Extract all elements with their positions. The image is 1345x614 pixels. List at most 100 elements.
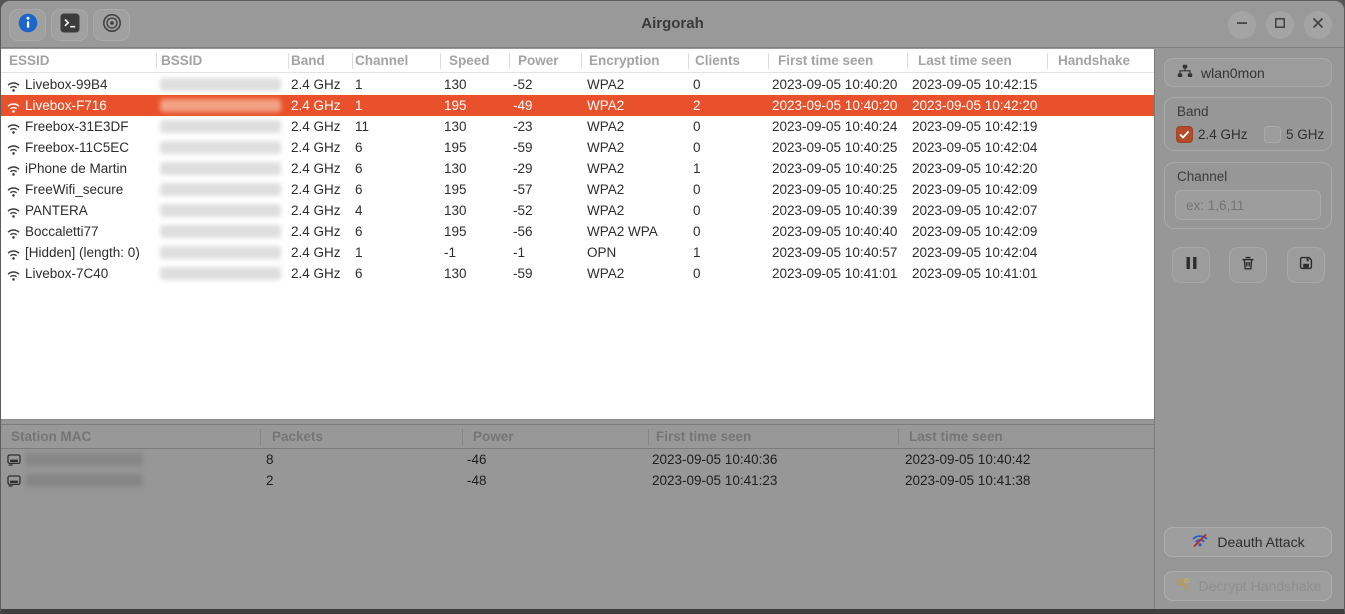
- cell-first-seen: 2023-09-05 10:40:40: [772, 224, 898, 239]
- cell-bssid-redacted: [160, 183, 281, 196]
- cell-power: -56: [513, 224, 533, 239]
- pause-scan-button[interactable]: [1172, 247, 1210, 283]
- interface-selector[interactable]: wlan0mon: [1164, 58, 1332, 87]
- maximize-button[interactable]: [1266, 11, 1294, 39]
- column-separator: [156, 53, 157, 69]
- column-header[interactable]: First time seen: [778, 53, 874, 68]
- wifi-icon: [7, 205, 20, 223]
- column-header[interactable]: BSSID: [161, 53, 203, 68]
- column-header[interactable]: Handshake: [1058, 53, 1131, 68]
- cell-encryption: WPA2: [587, 77, 625, 92]
- band-5ghz-checkbox[interactable]: [1264, 126, 1281, 143]
- column-header[interactable]: Speed: [449, 53, 490, 68]
- interface-label: wlan0mon: [1201, 64, 1265, 81]
- column-header[interactable]: Last time seen: [909, 429, 1003, 444]
- cell-encryption: WPA2: [587, 203, 625, 218]
- column-header[interactable]: Clients: [695, 53, 741, 68]
- cell-last-seen: 2023-09-05 10:42:19: [912, 119, 1038, 134]
- about-button[interactable]: [9, 9, 46, 41]
- cell-first-seen: 2023-09-05 10:40:24: [772, 119, 898, 134]
- cell-band: 2.4 GHz: [291, 98, 341, 113]
- cell-last-seen: 2023-09-05 10:40:42: [905, 452, 1031, 467]
- cell-power: -49: [513, 98, 533, 113]
- column-separator: [898, 429, 899, 445]
- column-header[interactable]: Encryption: [589, 53, 660, 68]
- device-icon: [7, 474, 21, 492]
- cell-essid: iPhone de Martin: [25, 161, 128, 176]
- table-row[interactable]: FreeWifi_secure 2.4 GHz 6 195 -57 WPA2 0 2023-0…: [1, 179, 1154, 200]
- band-options: 2.4 GHz 5 GHz: [1165, 125, 1331, 145]
- cell-encryption: WPA2: [587, 98, 625, 113]
- scan-button[interactable]: [93, 9, 130, 41]
- wifi-icon: [7, 121, 20, 139]
- column-header[interactable]: Band: [291, 53, 325, 68]
- cell-station-mac-redacted: [25, 453, 143, 466]
- save-capture-button[interactable]: [1287, 247, 1325, 283]
- maximize-icon: [1274, 16, 1286, 34]
- cell-last-seen: 2023-09-05 10:42:04: [912, 245, 1038, 260]
- cell-power: -52: [513, 203, 533, 218]
- cell-band: 2.4 GHz: [291, 140, 341, 155]
- table-row[interactable]: Freebox-11C5EC 2.4 GHz 6 195 -59 WPA2 0 2023-09…: [1, 137, 1154, 158]
- cell-essid: FreeWifi_secure: [25, 182, 124, 197]
- cell-last-seen: 2023-09-05 10:42:20: [912, 98, 1038, 113]
- wifi-icon: [7, 163, 20, 181]
- station-row[interactable]: 8 -46 2023-09-05 10:40:36 2023-09-05 10:40:…: [1, 449, 1154, 470]
- cell-essid: PANTERA: [25, 203, 88, 218]
- cell-encryption: WPA2: [587, 182, 625, 197]
- cell-band: 2.4 GHz: [291, 203, 341, 218]
- table-row[interactable]: Freebox-31E3DF 2.4 GHz 11 130 -23 WPA2 0 2023-0…: [1, 116, 1154, 137]
- clear-results-button[interactable]: [1229, 247, 1267, 283]
- decrypt-handshake-label: Decrypt Handshake: [1198, 578, 1322, 594]
- cell-channel: 1: [355, 245, 363, 260]
- table-row[interactable]: Livebox-7C40 2.4 GHz 6 130 -59 WPA2 0 2023-09-0…: [1, 263, 1154, 284]
- column-header[interactable]: Packets: [272, 429, 324, 444]
- column-separator: [688, 53, 689, 69]
- table-row[interactable]: PANTERA 2.4 GHz 4 130 -52 WPA2 0 2023-09-05 10:…: [1, 200, 1154, 221]
- column-separator: [260, 429, 261, 445]
- deauth-attack-button[interactable]: Deauth Attack: [1164, 527, 1332, 557]
- cell-essid: Boccaletti77: [25, 224, 99, 239]
- column-header[interactable]: Power: [518, 53, 559, 68]
- station-row[interactable]: 2 -48 2023-09-05 10:41:23 2023-09-05 10:41:…: [1, 470, 1154, 491]
- column-header[interactable]: ESSID: [9, 53, 50, 68]
- channel-group-label: Channel: [1177, 169, 1228, 184]
- cell-channel: 6: [355, 182, 363, 197]
- cell-essid: Livebox-F716: [25, 98, 107, 113]
- column-header[interactable]: Power: [473, 429, 514, 444]
- cell-bssid-redacted: [160, 267, 281, 280]
- cell-last-seen: 2023-09-05 10:41:38: [905, 473, 1031, 488]
- minimize-button[interactable]: [1228, 11, 1256, 39]
- table-row[interactable]: [Hidden] (length: 0) 2.4 GHz 1 -1 -1 OPN 1 2023…: [1, 242, 1154, 263]
- column-separator: [288, 53, 289, 69]
- cell-essid: [Hidden] (length: 0): [25, 245, 140, 260]
- cell-channel: 11: [355, 119, 370, 134]
- cell-first-seen: 2023-09-05 10:41:23: [652, 473, 778, 488]
- table-row[interactable]: Boccaletti77 2.4 GHz 6 195 -56 WPA2 WPA 0 2023-…: [1, 221, 1154, 242]
- terminal-button[interactable]: [51, 9, 88, 41]
- column-header[interactable]: Channel: [355, 53, 409, 68]
- cell-last-seen: 2023-09-05 10:42:09: [912, 224, 1038, 239]
- wifi-slash-icon: [1191, 533, 1209, 551]
- table-row[interactable]: iPhone de Martin 2.4 GHz 6 130 -29 WPA2 1 2023-…: [1, 158, 1154, 179]
- keys-icon: [1175, 577, 1191, 596]
- decrypt-handshake-button[interactable]: Decrypt Handshake: [1164, 571, 1332, 601]
- table-row[interactable]: Livebox-99B4 2.4 GHz 1 130 -52 WPA2 0 2023-09-0…: [1, 74, 1154, 95]
- cell-channel: 6: [355, 266, 363, 281]
- column-header[interactable]: First time seen: [656, 429, 752, 444]
- band-24ghz-checkbox[interactable]: [1176, 126, 1193, 143]
- cell-station-mac-redacted: [25, 474, 143, 487]
- close-button[interactable]: [1304, 11, 1332, 39]
- cell-channel: 4: [355, 203, 363, 218]
- info-icon: [18, 13, 38, 38]
- column-header[interactable]: Last time seen: [918, 53, 1012, 68]
- scan-icon: [102, 13, 122, 38]
- table-row[interactable]: Livebox-F716 2.4 GHz 1 195 -49 WPA2 2 2023-09-0…: [1, 95, 1154, 116]
- cell-essid: Freebox-31E3DF: [25, 119, 129, 134]
- channel-input[interactable]: [1175, 190, 1321, 220]
- cell-packets: 8: [266, 452, 274, 467]
- cell-clients: 0: [693, 182, 701, 197]
- cell-first-seen: 2023-09-05 10:40:57: [772, 245, 898, 260]
- column-header[interactable]: Station MAC: [11, 429, 92, 444]
